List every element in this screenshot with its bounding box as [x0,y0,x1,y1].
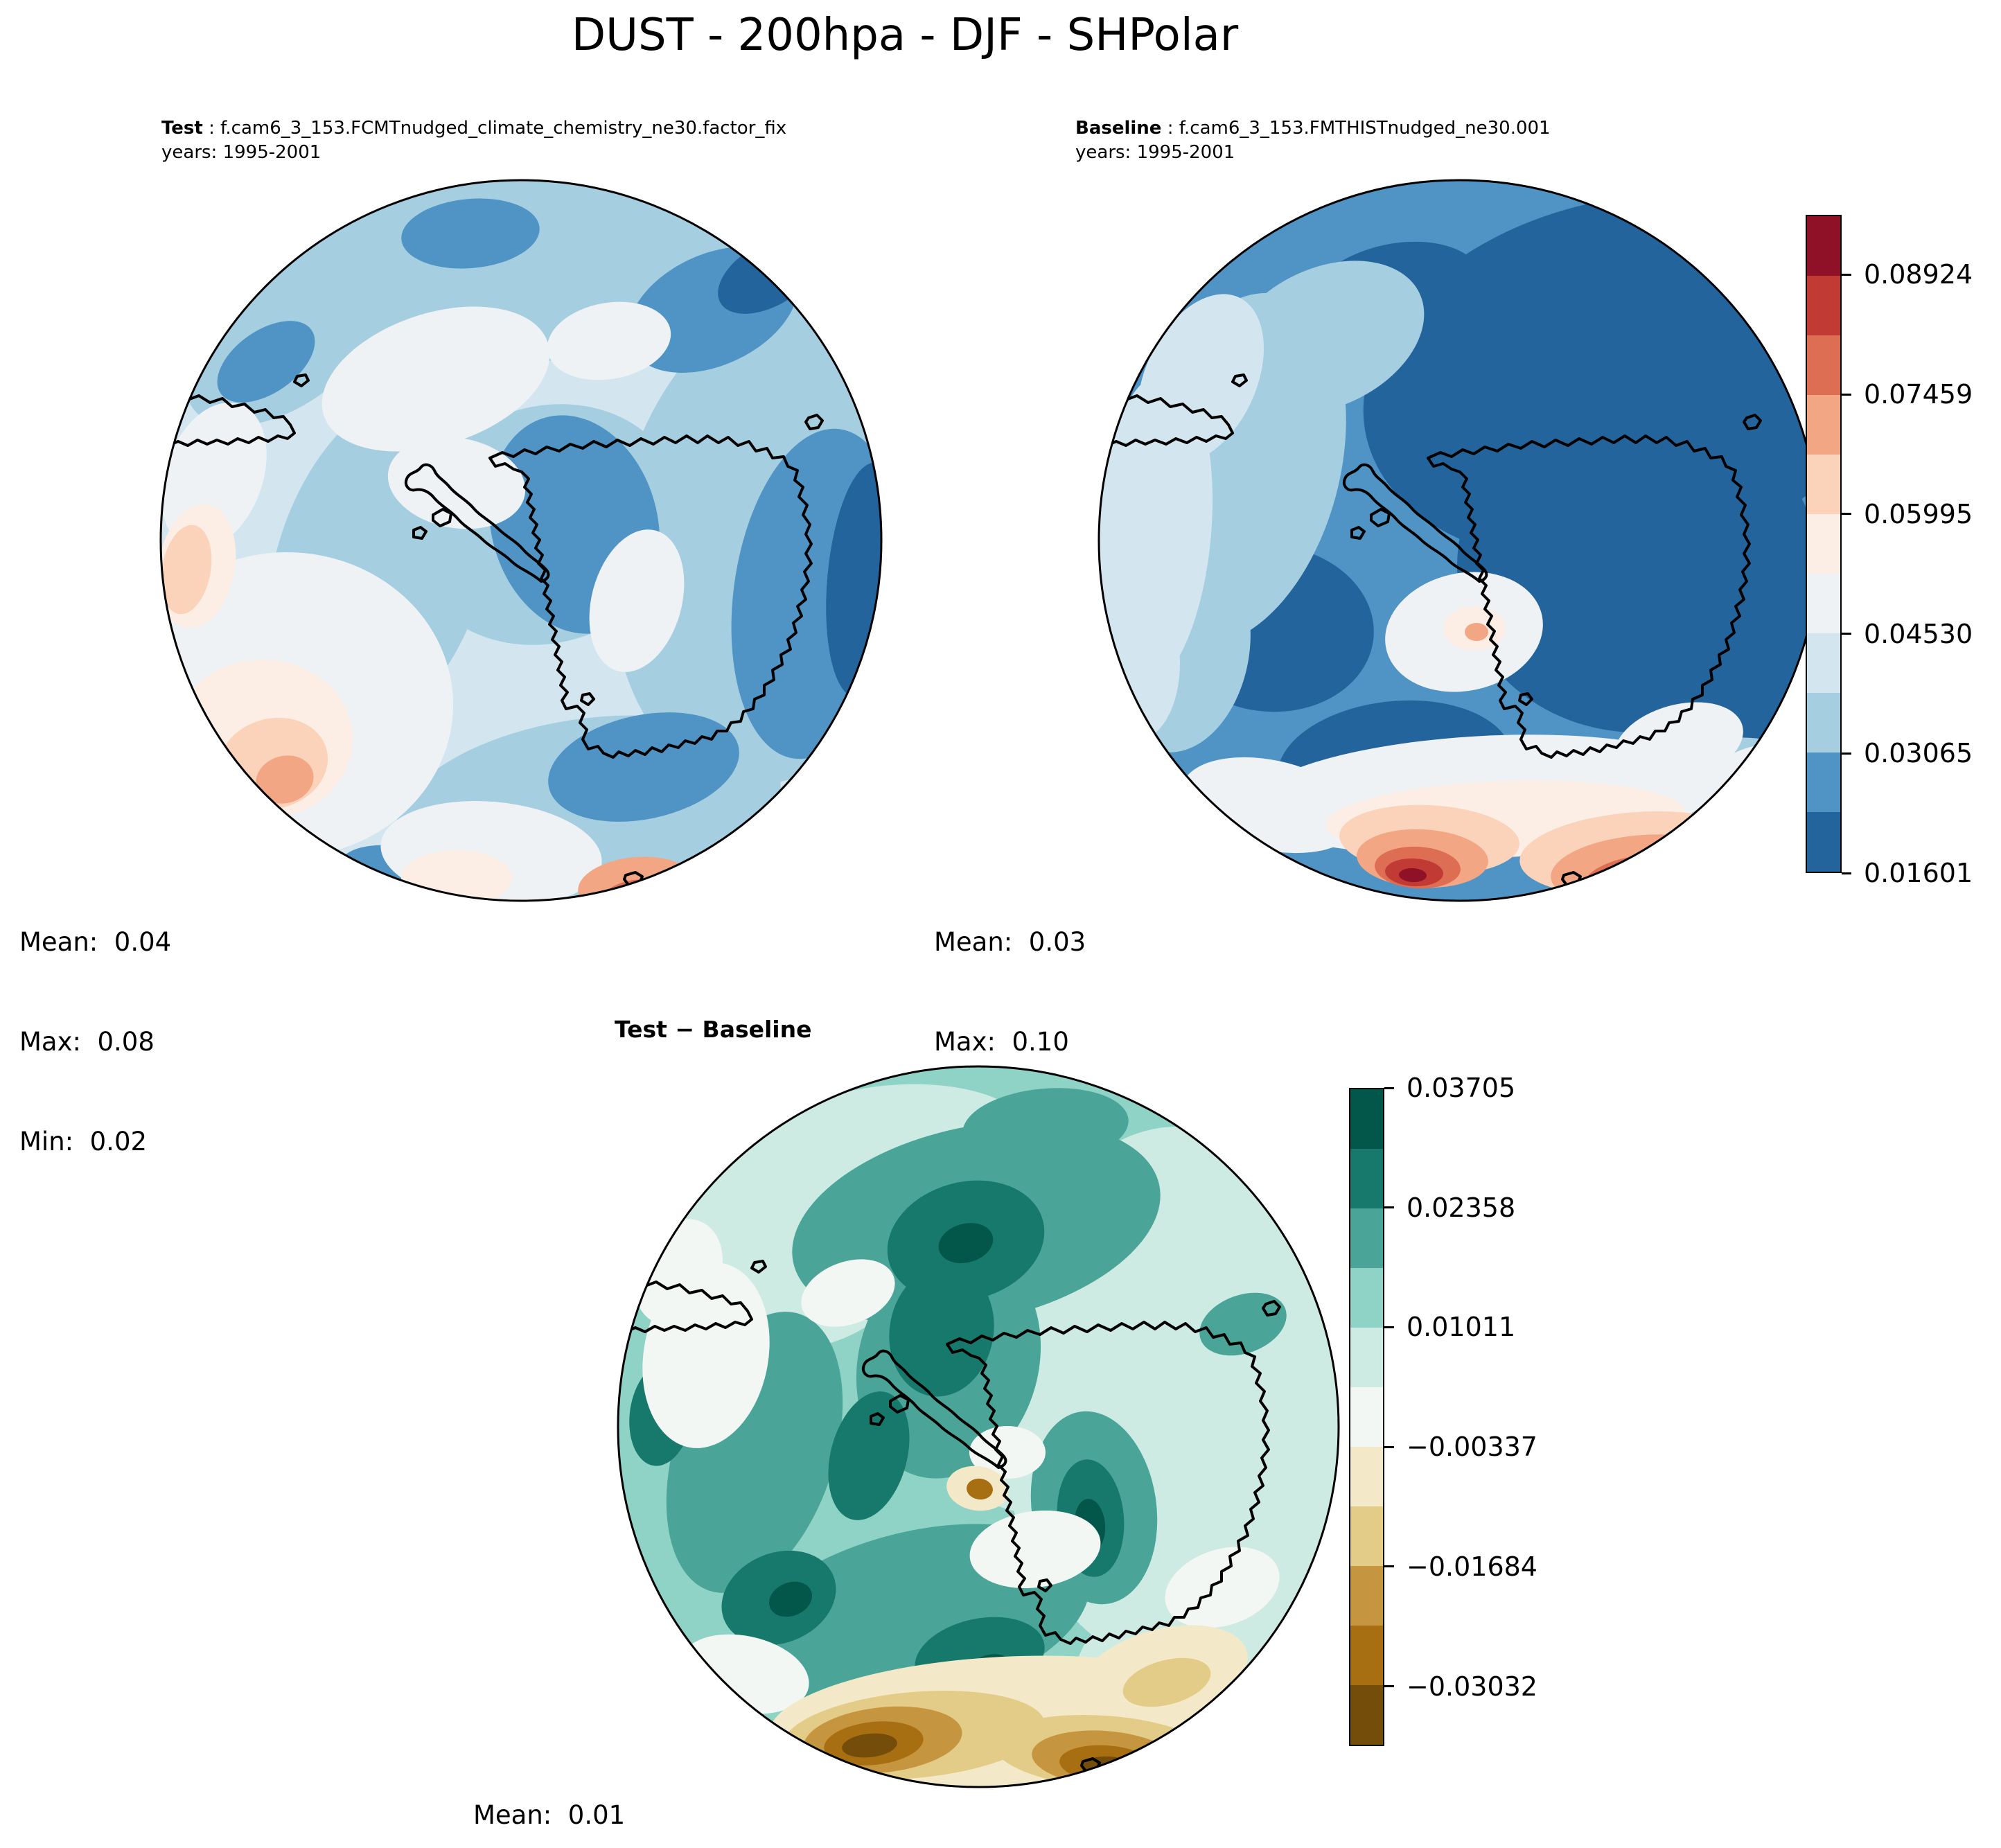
colorbar-band [1807,455,1840,514]
baseline-map [1098,179,1821,902]
colorbar-diff: 0.03705 0.02358 0.01011 −0.00337 −0.01684 −0.… [1349,1073,1537,1746]
colorbar-tick [1842,872,1851,874]
colorbar-band [1350,1626,1383,1685]
colorbar-tick-label: 0.01601 [1864,858,1973,888]
colorbar-band [1807,216,1840,276]
colorbar-tick [1384,1206,1394,1209]
colorbar-band [1350,1685,1383,1745]
test-run-name: : f.cam6_3_153.FCMTnudged_climate_chemis… [202,118,787,139]
map-boundary [617,1065,1340,1788]
baseline-label: Baseline [1075,118,1162,139]
colorbar-band [1807,753,1840,812]
baseline-years: years: 1995-2001 [1075,142,1235,163]
colorbar-tick-label: 0.08924 [1864,259,1973,290]
colorbar-tick [1842,752,1851,755]
test-years: years: 1995-2001 [161,142,321,163]
colorbar-tick-label: 0.04530 [1864,618,1973,649]
colorbar-tick [1384,1326,1394,1328]
diff-map [617,1065,1340,1788]
baseline-stat-max: Max: 0.10 [934,1027,1069,1057]
test-map [159,179,883,902]
colorbar-tick [1384,1565,1394,1568]
colorbar-band [1807,276,1840,335]
colorbar-tick [1384,1086,1394,1089]
colorbar-tick-label: −0.00337 [1407,1432,1537,1463]
diff-stat-mean: Mean: 0.01 [473,1800,626,1830]
test-run-label: Test : f.cam6_3_153.FCMTnudged_climate_c… [161,116,786,165]
colorbar-test-baseline: 0.08924 0.07459 0.05995 0.04530 0.03065 0.016… [1806,215,1973,888]
baseline-run-name: : f.cam6_3_153.FMTHISTnudged_ne30.001 [1161,118,1551,139]
colorbar-band [1350,1387,1383,1447]
colorbar-tick-label: 0.01011 [1407,1312,1516,1343]
colorbar-tick-label: 0.02358 [1407,1192,1516,1223]
colorbar-band [1350,1328,1383,1387]
page-title: DUST - 200hpa - DJF - SHPolar [571,10,1239,61]
colorbar-tick-label: −0.01684 [1407,1551,1537,1582]
colorbar-tick-label: 0.03705 [1407,1073,1516,1103]
test-stat-mean: Mean: 0.04 [19,927,172,957]
colorbar-band [1350,1268,1383,1328]
colorbar-band [1807,574,1840,633]
test-stats: Mean: 0.04 Max: 0.08 Min: 0.02 [19,859,171,1225]
colorbar-bands [1349,1088,1384,1746]
colorbar-tick [1384,1445,1394,1448]
colorbar-band [1807,514,1840,574]
colorbar-band [1807,335,1840,395]
colorbar-band [1807,812,1840,872]
test-stat-min: Min: 0.02 [19,1127,148,1156]
test-label: Test [161,118,203,139]
diff-stats: Mean: 0.01 Max: 0.03 Min: -0.03 [473,1732,625,1848]
test-stat-max: Max: 0.08 [19,1027,155,1057]
colorbar-tick-label: 0.03065 [1864,738,1973,769]
colorbar-tick [1842,273,1851,276]
map-boundary [159,179,883,902]
colorbar-band [1350,1149,1383,1208]
colorbar-band [1807,395,1840,455]
colorbar-band [1350,1208,1383,1268]
colorbar-band [1807,693,1840,753]
diff-title: Test − Baseline [615,1016,812,1043]
baseline-run-label: Baseline : f.cam6_3_153.FMTHISTnudged_ne… [1075,116,1551,165]
colorbar-tick-label: −0.03032 [1407,1671,1537,1702]
colorbar-band [1350,1447,1383,1506]
colorbar-tick-label: 0.05995 [1864,498,1973,529]
colorbar-tick [1384,1685,1394,1688]
colorbar-bands [1806,215,1842,873]
colorbar-band [1350,1506,1383,1566]
colorbar-band [1350,1566,1383,1626]
colorbar-band [1350,1089,1383,1149]
baseline-stat-mean: Mean: 0.03 [934,927,1086,957]
colorbar-band [1807,633,1840,693]
colorbar-tick [1842,513,1851,516]
colorbar-tick [1842,633,1851,635]
colorbar-tick [1842,393,1851,396]
colorbar-tick-label: 0.07459 [1864,379,1973,410]
